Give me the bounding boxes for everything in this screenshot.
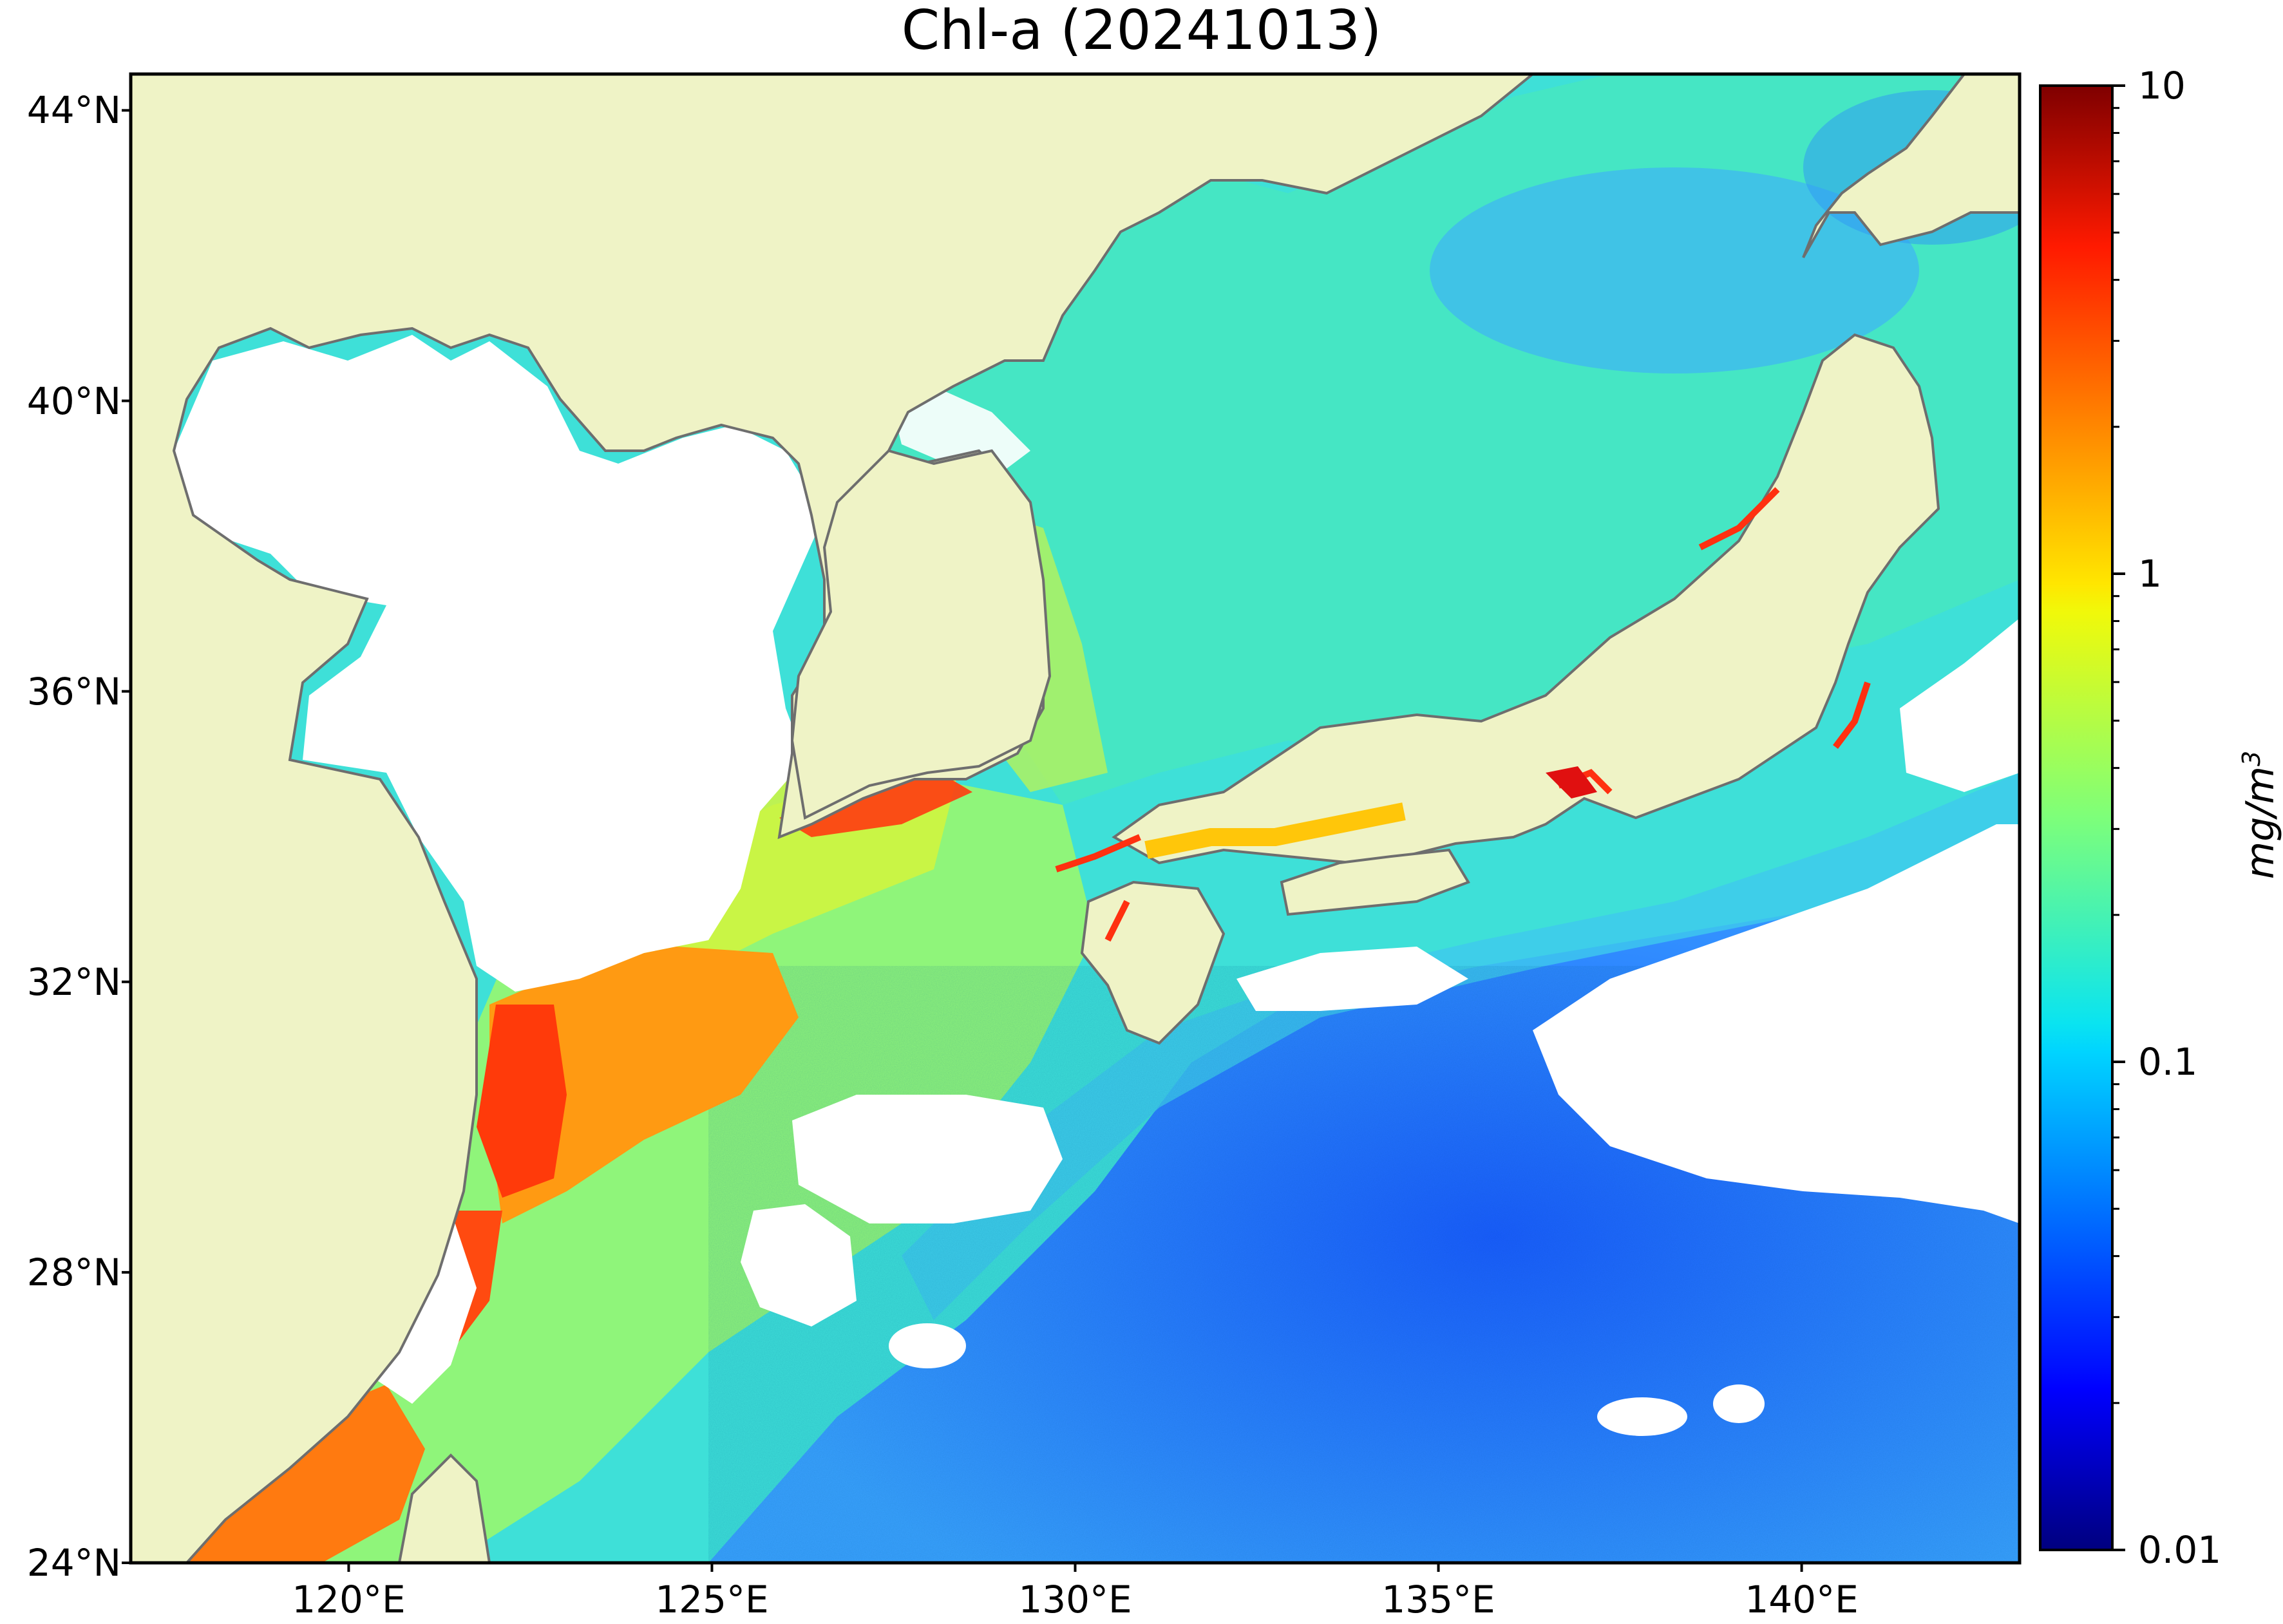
no-data-bohai-yellow-sea: [174, 335, 824, 992]
lon-tick-label: 125°E: [655, 1578, 769, 1621]
no-data-cloud-ecs: [792, 1095, 1063, 1223]
fujian-coast-orange: [187, 1384, 425, 1563]
seto-inland-sea-yellow: [1144, 802, 1406, 859]
colorbar-unit-label: mg/m3: [2237, 750, 2283, 880]
lat-tick-label: 28°N: [26, 1250, 121, 1294]
colorbar-tick-label: 0.1: [2138, 1040, 2198, 1084]
land-hokkaido: [1802, 74, 2020, 258]
land-honshu: [1112, 333, 1940, 865]
no-data-cloud-mid: [1236, 947, 1468, 1011]
lon-tick-label: 135°E: [1381, 1578, 1495, 1621]
no-data-cloud-southeast: [1533, 824, 2020, 1223]
lat-tick-label: 40°N: [26, 379, 121, 423]
no-data-cloud-honshu-east: [1900, 618, 2020, 792]
lon-tick-label: 130°E: [1018, 1578, 1132, 1621]
lat-tick-label: 24°N: [26, 1541, 121, 1585]
colorbar-tick-label: 0.01: [2138, 1528, 2222, 1572]
land-asia-mainland: [131, 74, 1535, 1563]
colorbar: [2039, 84, 2114, 1551]
no-data-cloud-small: [1597, 1397, 1687, 1436]
colorbar-unit-text: mg/m: [2238, 766, 2283, 880]
no-data-cloud-south: [741, 1204, 857, 1327]
ise-bay-red: [1546, 766, 1597, 798]
pacific-cyan-transition: [902, 773, 2020, 1320]
land-shikoku: [1280, 848, 1470, 916]
no-data-cloud-small-3: [889, 1323, 966, 1368]
yangtze-plume-orange: [489, 947, 799, 1223]
japan-coastal-bloom: [1055, 487, 1871, 942]
lat-tick-label: 32°N: [26, 959, 121, 1004]
lon-tick-label: 120°E: [292, 1578, 406, 1621]
colorbar-tick-label: 1: [2138, 552, 2162, 596]
yangtze-plume-red: [477, 1005, 567, 1198]
blue-patch-north: [1430, 167, 1919, 373]
korea-south-coast-red: [779, 773, 972, 837]
lon-tick-label: 140°E: [1745, 1578, 1859, 1621]
lat-tick-label: 36°N: [26, 669, 121, 713]
lat-tick-label: 44°N: [26, 88, 121, 133]
land-korean-peninsula: [790, 449, 1052, 820]
colorbar-tick-label: 10: [2138, 64, 2186, 108]
figure-title: Chl-a (20241013): [901, 0, 1382, 62]
no-data-cloud-north-korea: [889, 386, 1030, 470]
no-data-cloud-small-2: [1713, 1384, 1765, 1423]
land-taiwan: [397, 1453, 491, 1563]
